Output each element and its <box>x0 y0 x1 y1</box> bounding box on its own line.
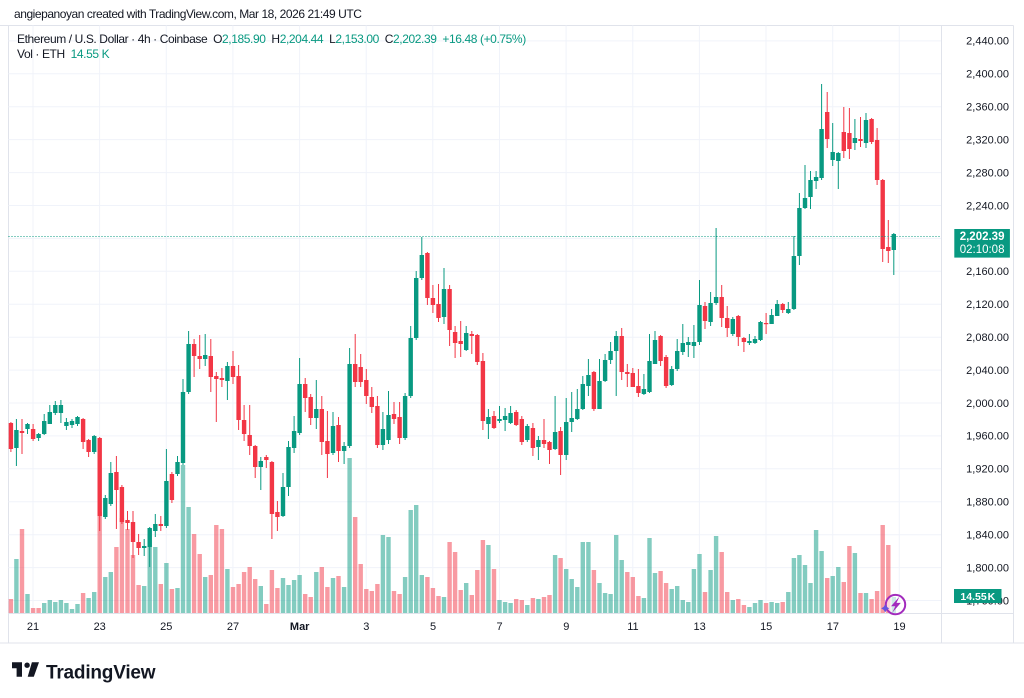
svg-text:2,400.00: 2,400.00 <box>966 69 1009 81</box>
svg-text:15: 15 <box>760 621 772 633</box>
svg-text:2,440.00: 2,440.00 <box>966 36 1009 48</box>
svg-text:02:10:08: 02:10:08 <box>960 244 1005 256</box>
svg-text:2,160.00: 2,160.00 <box>966 266 1009 278</box>
svg-text:11: 11 <box>627 621 638 633</box>
svg-text:2,120.00: 2,120.00 <box>966 299 1009 311</box>
svg-text:13: 13 <box>693 621 705 633</box>
svg-text:2,280.00: 2,280.00 <box>966 167 1009 179</box>
svg-text:Mar: Mar <box>290 621 310 633</box>
svg-text:25: 25 <box>160 621 172 633</box>
svg-text:1,880.00: 1,880.00 <box>966 497 1009 509</box>
svg-text:7: 7 <box>497 621 503 633</box>
svg-text:2,240.00: 2,240.00 <box>966 200 1009 212</box>
svg-text:Vol · ETH 14.55 K: Vol · ETH 14.55 K <box>17 47 110 61</box>
svg-text:1,960.00: 1,960.00 <box>966 431 1009 443</box>
svg-text:2,320.00: 2,320.00 <box>966 134 1009 146</box>
svg-text:17: 17 <box>827 621 839 633</box>
svg-text:1,840.00: 1,840.00 <box>966 530 1009 542</box>
svg-text:2,080.00: 2,080.00 <box>966 332 1009 344</box>
svg-text:2,202.39: 2,202.39 <box>960 231 1005 243</box>
svg-text:3: 3 <box>363 621 369 633</box>
svg-text:2,040.00: 2,040.00 <box>966 365 1009 377</box>
svg-text:9: 9 <box>563 621 569 633</box>
svg-text:Ethereum / U.S. Dollar · 4h ·: Ethereum / U.S. Dollar · 4h · Coinbase O… <box>17 32 526 46</box>
svg-text:2,000.00: 2,000.00 <box>966 398 1009 410</box>
svg-text:1,920.00: 1,920.00 <box>966 464 1009 476</box>
svg-text:23: 23 <box>94 621 106 633</box>
svg-text:21: 21 <box>27 621 39 633</box>
svg-text:2,360.00: 2,360.00 <box>966 102 1009 114</box>
svg-text:5: 5 <box>430 621 436 633</box>
svg-text:1,800.00: 1,800.00 <box>966 562 1009 574</box>
svg-text:14.55 K: 14.55 K <box>960 591 995 603</box>
svg-text:TradingView: TradingView <box>46 663 156 684</box>
svg-text:27: 27 <box>227 621 239 633</box>
svg-text:19: 19 <box>893 621 905 633</box>
